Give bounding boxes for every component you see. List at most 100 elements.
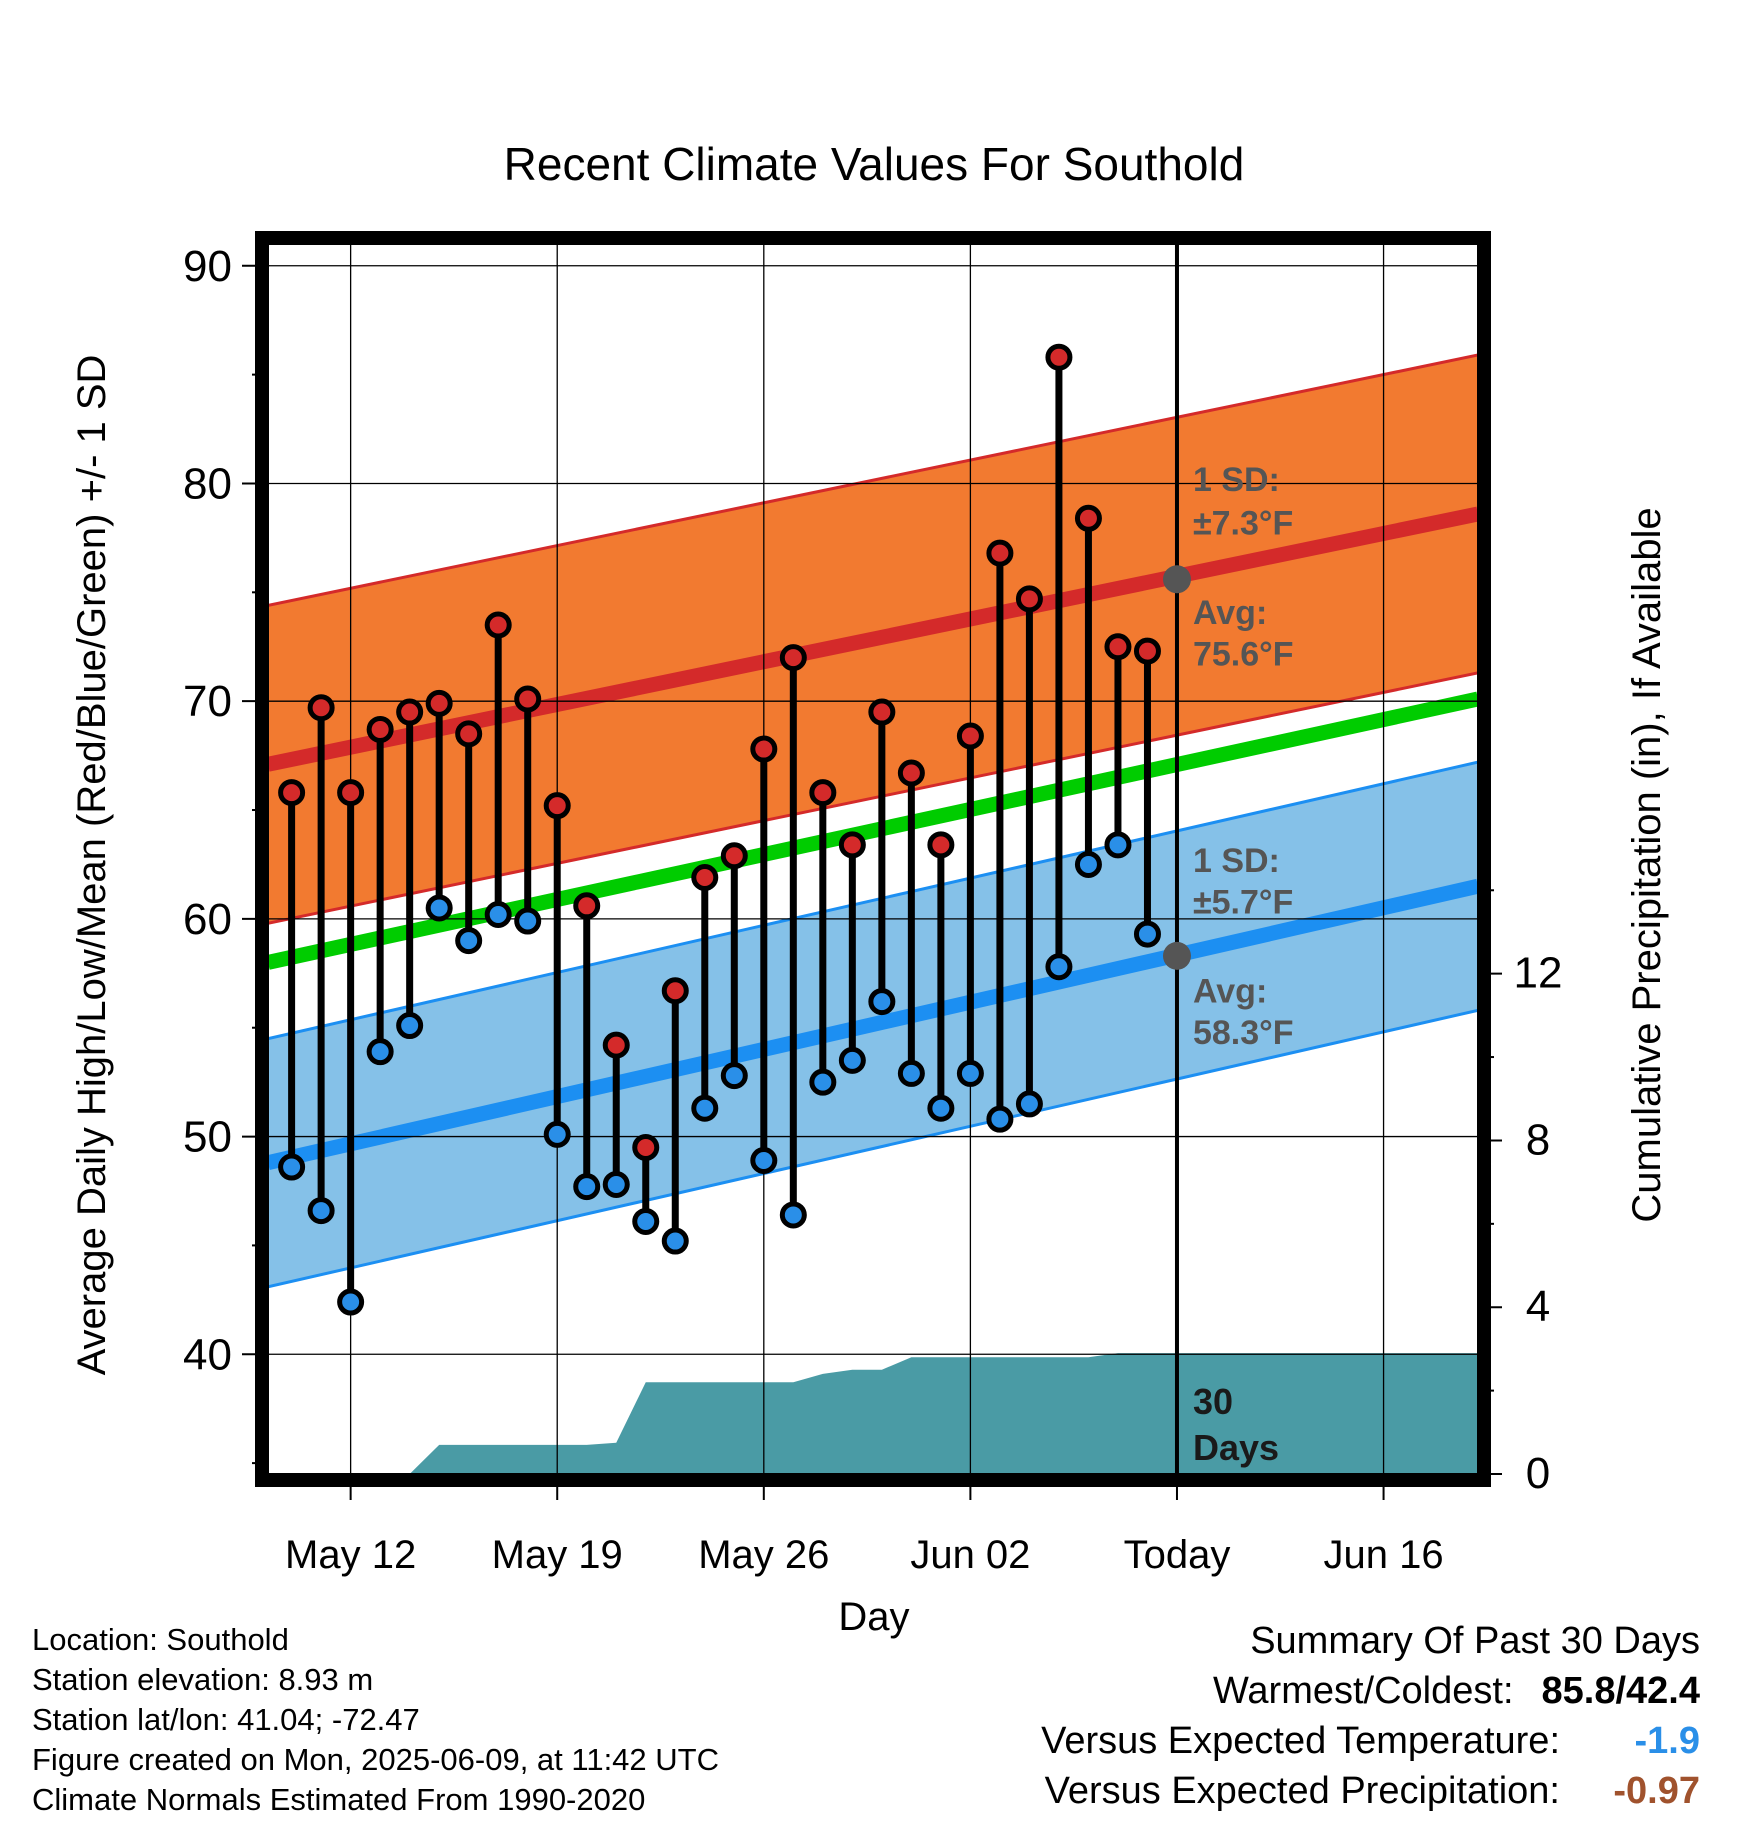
temp-departure-value: -1.9 [1634,1720,1700,1762]
y2-tick-label: 0 [1526,1449,1550,1498]
daily-low-point [750,1147,778,1175]
warmest-value: 85.8/42.4 [1541,1670,1700,1712]
daily-high-point [573,892,601,920]
precip-departure-label: Versus Expected Precipitation: [1044,1770,1560,1812]
y-tick-label: 90 [183,242,232,291]
daily-low-point [602,1170,630,1198]
created-text: Figure created on Mon, 2025-06-09, at 11… [32,1742,719,1777]
daily-high-point [396,698,424,726]
plot-frame [255,231,1491,1487]
daily-high-point [632,1133,660,1161]
daily-high-point [1015,585,1043,613]
daily-low-point [632,1207,660,1235]
daily-high-point [484,611,512,639]
high-sd-upper-edge [268,353,1478,607]
x-tick-label: May 12 [285,1533,416,1577]
daily-low-point [809,1068,837,1096]
daily-high-point [307,694,335,722]
daily-low-point [514,907,542,935]
y2-tick-label: 8 [1526,1115,1550,1164]
daily-high-point [809,779,837,807]
daily-low-point [366,1038,394,1066]
daily-high-point [1104,633,1132,661]
axes: 40 50 60 70 80 90 0 4 8 12 May 12 May 19 May 26 Jun 0… [183,231,1563,1577]
y-tick-label: 60 [183,895,232,944]
latlon-text: Station lat/lon: 41.04; -72.47 [32,1702,420,1737]
daily-high-point [750,735,778,763]
low-avg-annotation: Avg: [1193,973,1267,1011]
daily-low-point [897,1059,925,1087]
daily-low-point [927,1094,955,1122]
daily-high-point [956,722,984,750]
low-sd-upper-edge [268,760,1478,1041]
y-tick-label: 80 [183,459,232,508]
daily-low-point [956,1059,984,1087]
normals-text: Climate Normals Estimated From 1990-2020 [32,1782,646,1817]
daily-high-point [278,779,306,807]
x-tick-label: May 19 [492,1533,623,1577]
chart-title: Recent Climate Values For Southold [504,138,1245,190]
y-axis-title: Average Daily High/Low/Mean (Red/Blue/Gr… [70,355,114,1376]
y-tick-label: 50 [183,1113,232,1162]
daily-low-point [278,1153,306,1181]
daily-low-point [337,1288,365,1316]
low-sd-annotation: 1 SD: [1193,842,1280,880]
precip-departure-value: -0.97 [1613,1770,1700,1812]
today-high-avg-marker [1162,565,1191,594]
daily-high-point [927,831,955,859]
daily-low-point [691,1094,719,1122]
daily-high-point [868,698,896,726]
daily-low-point [396,1012,424,1040]
daily-low-point [307,1197,335,1225]
daily-high-point [543,792,571,820]
daily-low-point [661,1227,689,1255]
y-tick-label: 40 [183,1330,232,1379]
daily-low-point [543,1120,571,1148]
daily-low-point [1104,831,1132,859]
low-sd-lower-edge [268,1008,1478,1289]
daily-high-point [1074,504,1102,532]
daily-high-point [779,644,807,672]
daily-low-point [1015,1090,1043,1118]
x-tick-label: Jun 16 [1324,1533,1444,1577]
daily-high-point [514,685,542,713]
temp-departure-label: Versus Expected Temperature: [1041,1720,1560,1762]
daily-low-point [986,1105,1014,1133]
daily-low-point [1074,850,1102,878]
y2-tick-label: 12 [1514,949,1563,998]
days-annotation: 30 [1193,1381,1233,1422]
daily-high-point [455,720,483,748]
x-tick-label: Today [1124,1533,1231,1577]
x-tick-label: Jun 02 [910,1533,1030,1577]
daily-high-point [691,864,719,892]
daily-high-point [838,831,866,859]
daily-high-point [720,842,748,870]
summary-heading: Summary Of Past 30 Days [1250,1620,1700,1662]
daily-low-point [1045,953,1073,981]
daily-high-point [366,715,394,743]
daily-low-point [868,988,896,1016]
y-tick-label: 70 [183,677,232,726]
daily-low-point [720,1062,748,1090]
elevation-text: Station elevation: 8.93 m [32,1662,374,1697]
high-sd-value-annotation: ±7.3°F [1193,505,1293,543]
location-text: Location: Southold [32,1622,289,1657]
daily-low-point [1133,920,1161,948]
daily-low-point [838,1046,866,1074]
high-avg-value-annotation: 75.6°F [1193,635,1294,673]
daily-low-point [484,901,512,929]
daily-low-point [425,894,453,922]
low-avg-value-annotation: 58.3°F [1193,1014,1294,1052]
warmest-label: Warmest/Coldest: [1212,1670,1514,1712]
station-info: Location: Southold Station elevation: 8.… [32,1620,719,1820]
low-sd-value-annotation: ±5.7°F [1193,883,1293,921]
daily-high-point [1045,343,1073,371]
today-low-avg-marker [1162,941,1191,970]
days-label-annotation: Days [1193,1427,1279,1468]
summary-panel: Summary Of Past 30 Days Warmest/Coldest:… [1041,1616,1700,1816]
daily-high-point [986,539,1014,567]
daily-high-point [897,759,925,787]
